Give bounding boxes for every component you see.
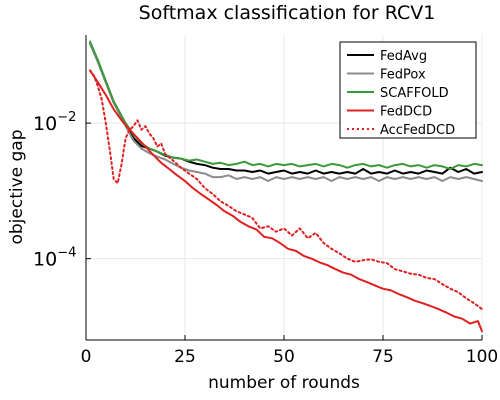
x-tick-label: 75 xyxy=(372,347,394,367)
legend-label-accfeddcd: AccFedDCD xyxy=(380,123,455,138)
legend-label-fedpox: FedPox xyxy=(380,68,426,83)
y-ticks: 10−2 10−4 xyxy=(33,110,91,271)
series-line-scaffold xyxy=(89,40,483,170)
series-line-accfeddcd xyxy=(89,69,483,311)
x-ticks: 0 25 50 75 100 xyxy=(81,335,498,367)
x-axis-label: number of rounds xyxy=(208,373,360,393)
x-tick-label: 0 xyxy=(81,347,92,367)
x-tick-label: 100 xyxy=(466,347,498,367)
legend-label-scaffold: SCAFFOLD xyxy=(380,86,449,101)
legend: FedAvg FedPox SCAFFOLD FedDCD AccFedDCD xyxy=(339,41,477,139)
chart-title: Softmax classification for RCV1 xyxy=(139,2,436,24)
legend-label-fedavg: FedAvg xyxy=(380,49,427,64)
x-tick-label: 25 xyxy=(174,347,196,367)
series-line-fedpox xyxy=(89,42,483,182)
series-lines xyxy=(89,40,483,333)
legend-box xyxy=(339,41,477,139)
y-tick-label: 10−2 xyxy=(33,110,76,135)
y-tick-label: 10−4 xyxy=(33,246,76,271)
series-line-feddcd xyxy=(89,69,483,333)
legend-label-feddcd: FedDCD xyxy=(380,105,432,120)
y-axis-label: objective gap xyxy=(7,129,27,244)
x-tick-label: 50 xyxy=(273,347,295,367)
